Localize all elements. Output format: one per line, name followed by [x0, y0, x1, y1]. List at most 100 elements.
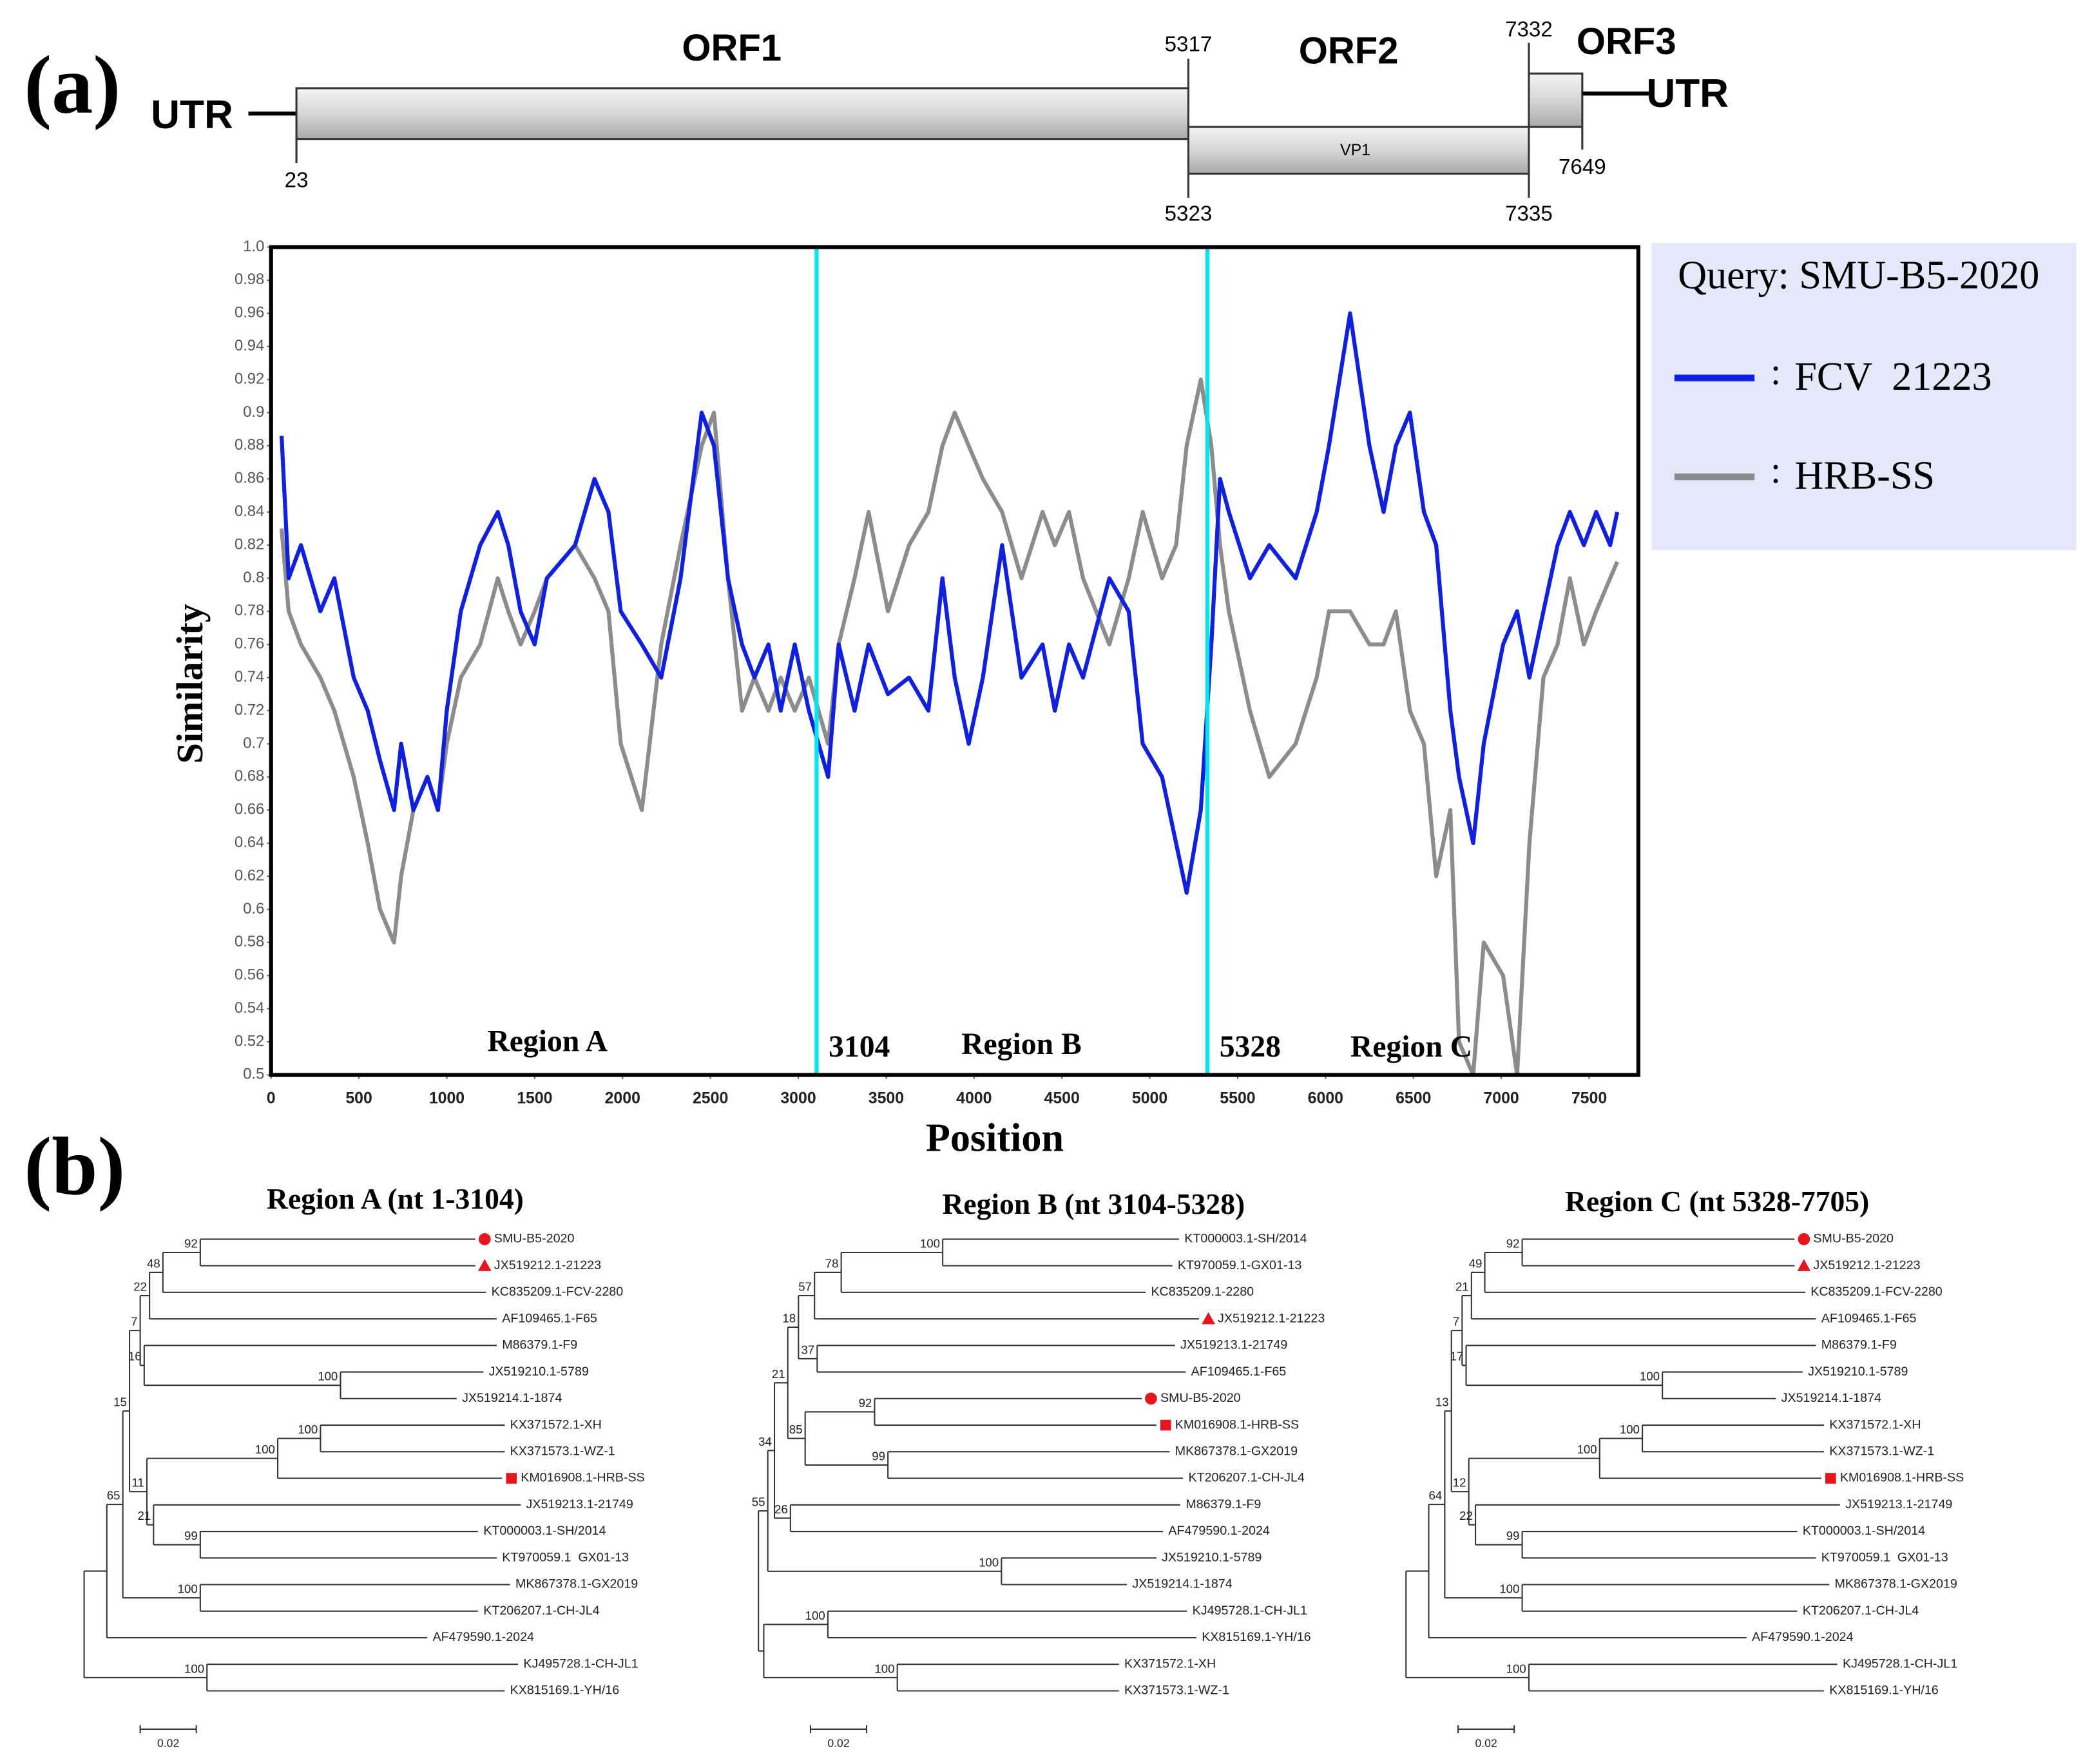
leaf-label: JX519212.1-21223: [1218, 1311, 1325, 1325]
tree: Region B (nt 3104-5328) 100 78 57 37 18 92 99 85…: [752, 1187, 1325, 1749]
leaf-label: KC835209.1-FCV-2280: [492, 1285, 624, 1299]
leaf-label: JX519213.1-21749: [1180, 1338, 1287, 1352]
bootstrap-value: 48: [147, 1256, 160, 1270]
y-tick-label: 0.96: [235, 304, 264, 321]
leaf-label: M86379.1-F9: [502, 1338, 577, 1352]
series-line: [279, 311, 1620, 895]
bootstrap-value: 22: [1459, 1509, 1473, 1522]
leaf-label: KT970059.1-GX01-13: [1178, 1258, 1302, 1272]
boundary-label: 3104: [829, 1030, 890, 1064]
leaf-label: KT000003.1-SH/2014: [483, 1524, 606, 1538]
bootstrap-value: 64: [1428, 1489, 1442, 1502]
x-tick-label: 3500: [869, 1089, 904, 1107]
leaf-label: AF109465.1-F65: [1821, 1311, 1917, 1325]
y-tick-label: 0.82: [235, 535, 264, 553]
bootstrap-value: 26: [774, 1502, 788, 1516]
y-tick-label: 0.52: [235, 1032, 264, 1050]
marker-square: [1825, 1473, 1836, 1484]
bootstrap-value: 100: [1620, 1423, 1640, 1436]
bootstrap-value: 92: [1506, 1236, 1520, 1250]
bootstrap-value: 21: [137, 1509, 151, 1522]
x-tick-label: 2000: [605, 1089, 640, 1107]
y-tick-label: 0.64: [235, 834, 264, 851]
bootstrap-value: 100: [805, 1609, 825, 1622]
y-tick-label: 0.56: [235, 966, 264, 984]
bootstrap-value: 78: [825, 1256, 839, 1270]
leaf-label: KX371573.1-WZ-1: [1829, 1444, 1934, 1459]
bootstrap-value: 100: [979, 1555, 999, 1569]
bootstrap-value: 99: [872, 1449, 885, 1462]
utr-label: UTR: [1646, 72, 1729, 116]
x-axis-label: Position: [926, 1116, 1064, 1160]
bootstrap-value: 100: [874, 1662, 894, 1675]
orf1-label: ORF1: [682, 27, 782, 69]
leaf-label: KT000003.1-SH/2014: [1184, 1232, 1307, 1246]
leaf-label: JX519210.1-5789: [489, 1365, 589, 1379]
marker-triangle: [1797, 1259, 1811, 1271]
leaf-label: KX371572.1-XH: [1829, 1417, 1921, 1432]
leaf-label: JX519210.1-5789: [1808, 1365, 1908, 1379]
leaf-label: MK867378.1-GX2019: [1835, 1577, 1957, 1591]
x-tick-label: 2500: [693, 1089, 728, 1107]
x-tick-label: 0: [267, 1089, 276, 1107]
legend-separator: :: [1771, 449, 1781, 491]
position-label: 5317: [1165, 32, 1213, 56]
y-tick-label: 0.76: [235, 635, 264, 653]
x-tick-label: 5500: [1220, 1089, 1255, 1107]
bootstrap-value: 100: [318, 1370, 338, 1383]
bootstrap-value: 100: [920, 1236, 940, 1250]
leaf-label: KX371572.1-XH: [1124, 1656, 1216, 1671]
bootstrap-value: 55: [752, 1495, 765, 1509]
bootstrap-value: 11: [131, 1476, 144, 1490]
marker-circle: [1798, 1233, 1810, 1245]
bootstrap-value: 99: [184, 1529, 198, 1542]
y-tick-label: 0.62: [235, 867, 264, 884]
bootstrap-value: 99: [1506, 1529, 1520, 1542]
leaf-label: KJ495728.1-CH-JL1: [1193, 1604, 1307, 1618]
x-tick-label: 4500: [1044, 1089, 1080, 1107]
x-tick-label: 500: [345, 1089, 372, 1107]
bootstrap-value: 65: [107, 1489, 120, 1502]
tree-title: Region C (nt 5328-7705): [1565, 1185, 1869, 1218]
y-tick-label: 0.94: [235, 337, 264, 354]
leaf-label: JX519214.1-1874: [462, 1391, 562, 1405]
x-tick-label: 6000: [1308, 1089, 1343, 1107]
bootstrap-value: 21: [772, 1367, 785, 1381]
leaf-label: KM016908.1-HRB-SS: [521, 1471, 644, 1485]
y-tick-label: 0.86: [235, 470, 264, 487]
leaf-label: KX371573.1-WZ-1: [1124, 1683, 1229, 1698]
region-label: Region A: [487, 1025, 608, 1059]
scale-label: 0.02: [157, 1736, 179, 1749]
bootstrap-value: 100: [178, 1582, 198, 1596]
leaf-label: JX519212.1-21223: [1813, 1258, 1920, 1272]
x-tick-label: 7500: [1571, 1089, 1607, 1107]
utr-label: UTR: [151, 93, 233, 137]
bootstrap-value: 34: [758, 1435, 772, 1448]
x-tick-label: 7000: [1483, 1089, 1519, 1107]
orf2-box: [1187, 126, 1530, 175]
legend-separator: :: [1771, 350, 1781, 392]
panel-label: (a): [24, 39, 120, 131]
y-tick-label: 0.74: [235, 668, 264, 685]
y-tick-label: 0.98: [235, 271, 264, 288]
bootstrap-value: 100: [1640, 1370, 1660, 1383]
bootstrap-value: 12: [1453, 1476, 1466, 1490]
leaf-label: KT970059.1 GX01-13: [1821, 1550, 1948, 1564]
position-label: 7335: [1505, 202, 1553, 226]
y-tick-label: 0.5: [243, 1066, 264, 1083]
leaf-label: KX815169.1-YH/16: [1202, 1630, 1311, 1644]
similarity-plot: Query: SMU-B5-2020 Similarity Position 0…: [169, 238, 2077, 1160]
marker-square: [1160, 1419, 1171, 1431]
tree-title: Region B (nt 3104-5328): [942, 1187, 1245, 1220]
bootstrap-value: 21: [1455, 1280, 1469, 1294]
legend-title: Query: SMU-B5-2020: [1678, 254, 2039, 298]
y-tick-label: 0.54: [235, 999, 264, 1017]
y-axis-label: Similarity: [169, 604, 211, 763]
leaf-label: AF479590.1-2024: [1752, 1630, 1854, 1644]
leaf-label: MK867378.1-GX2019: [515, 1577, 638, 1591]
region-label: Region B: [961, 1028, 1082, 1061]
bootstrap-value: 100: [1506, 1662, 1526, 1675]
x-tick-label: 1000: [429, 1089, 465, 1107]
